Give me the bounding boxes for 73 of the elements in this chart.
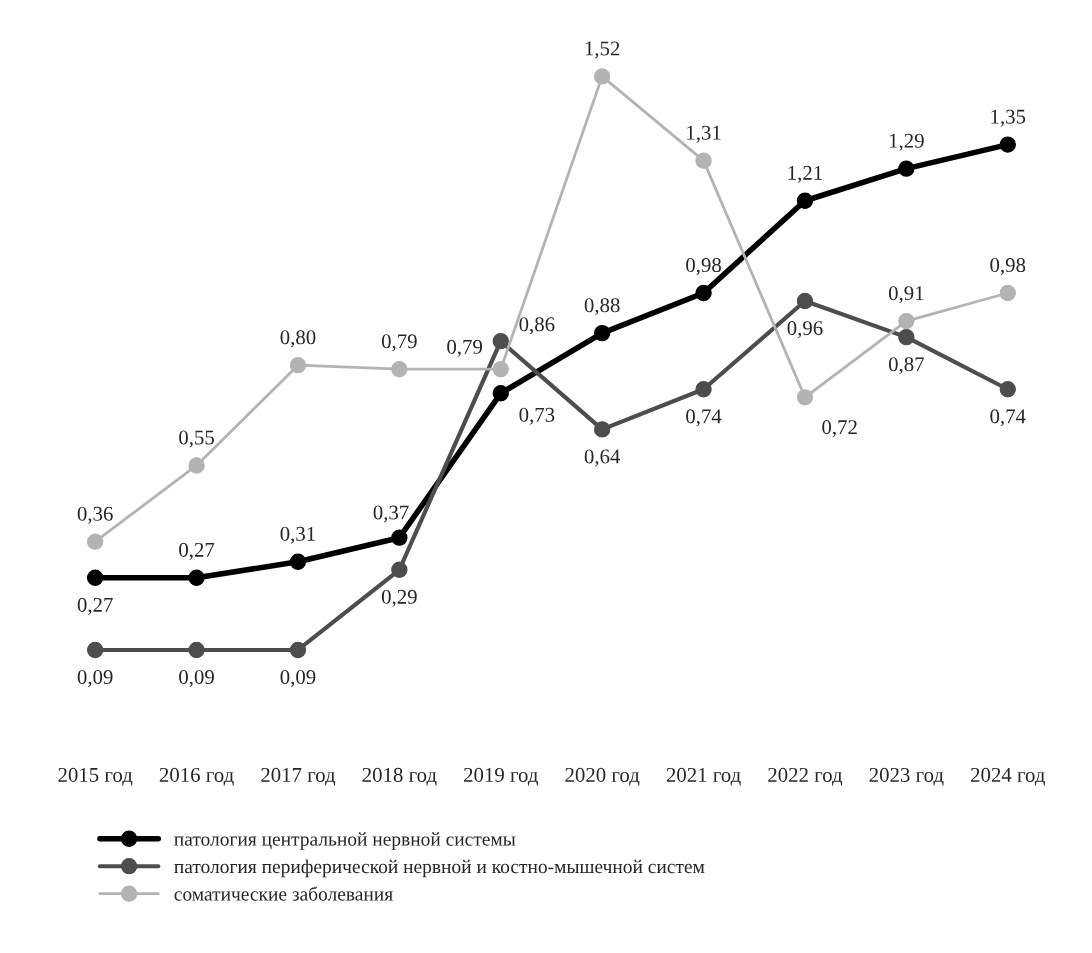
point <box>87 569 104 586</box>
data-label: 0,98 <box>686 258 721 276</box>
data-label: 1,52 <box>585 41 620 59</box>
data-label: 1,31 <box>687 125 721 143</box>
point <box>188 641 205 659</box>
data-label: 0,98 <box>990 258 1026 276</box>
data-label: 0,79 <box>447 339 483 357</box>
x-tick-label: 2018 год <box>362 767 437 786</box>
data-label: 1,35 <box>991 109 1026 127</box>
data-label: 1,21 <box>788 165 822 183</box>
legend-label: соматические заболевания <box>174 886 393 901</box>
data-label: 0,09 <box>179 670 214 688</box>
point <box>87 641 104 659</box>
data-label: 0,72 <box>822 420 857 438</box>
x-tick-label: 2024 год <box>971 767 1045 786</box>
point <box>391 561 408 578</box>
point <box>188 569 205 586</box>
x-tick-label: 2016 год <box>159 767 234 786</box>
point <box>999 284 1016 302</box>
point <box>796 292 814 310</box>
data-label: 0,96 <box>787 321 823 339</box>
point <box>999 381 1016 398</box>
data-label: 0,74 <box>990 409 1026 427</box>
point <box>188 457 205 474</box>
point <box>492 385 509 402</box>
data-label: 0,88 <box>584 298 620 316</box>
data-label: 0,86 <box>519 317 555 335</box>
point <box>999 136 1016 153</box>
point <box>695 284 712 302</box>
data-label: 0,73 <box>519 407 555 425</box>
x-tick-label: 2023 год <box>869 767 944 786</box>
data-label: 0,55 <box>179 430 214 448</box>
point <box>695 381 712 398</box>
data-label: 0,09 <box>77 670 113 688</box>
data-label: 0,31 <box>280 526 315 544</box>
point <box>594 421 611 438</box>
point <box>898 328 915 346</box>
data-label: 1,29 <box>889 133 924 151</box>
point <box>391 361 408 378</box>
point <box>796 389 814 406</box>
x-tick-label: 2022 год <box>768 767 843 786</box>
point <box>594 324 611 342</box>
data-label: 0,37 <box>373 505 409 523</box>
point <box>391 529 408 546</box>
point <box>87 533 104 550</box>
point <box>898 160 915 177</box>
x-tick-label: 2017 год <box>261 767 336 786</box>
data-label: 0,74 <box>686 409 722 427</box>
legend-label: патология центральной нервной системы <box>174 832 516 850</box>
data-label: 0,91 <box>888 286 924 304</box>
point <box>289 553 307 570</box>
data-label: 0,09 <box>280 670 316 688</box>
data-label: 0,64 <box>584 449 621 467</box>
point <box>289 357 307 374</box>
legend-label: патология периферической нервной и костно-мышечной систем <box>174 859 705 878</box>
x-tick-label: 2020 год <box>565 767 640 786</box>
point <box>796 192 814 209</box>
data-label: 0,36 <box>77 506 113 524</box>
data-label: 0,79 <box>381 334 417 352</box>
x-tick-label: 2021 год <box>666 767 741 786</box>
data-label: 0,29 <box>381 589 417 607</box>
point <box>492 332 509 350</box>
point <box>695 152 712 169</box>
point <box>289 641 307 659</box>
point <box>492 361 509 378</box>
point <box>594 68 611 85</box>
data-label: 0,87 <box>888 357 924 375</box>
data-label: 0,80 <box>280 330 316 348</box>
data-label: 0,27 <box>179 542 215 560</box>
point <box>898 312 915 330</box>
x-tick-label: 2019 год <box>464 767 538 786</box>
x-tick-label: 2015 год <box>58 767 133 786</box>
data-label: 0,27 <box>77 597 113 615</box>
